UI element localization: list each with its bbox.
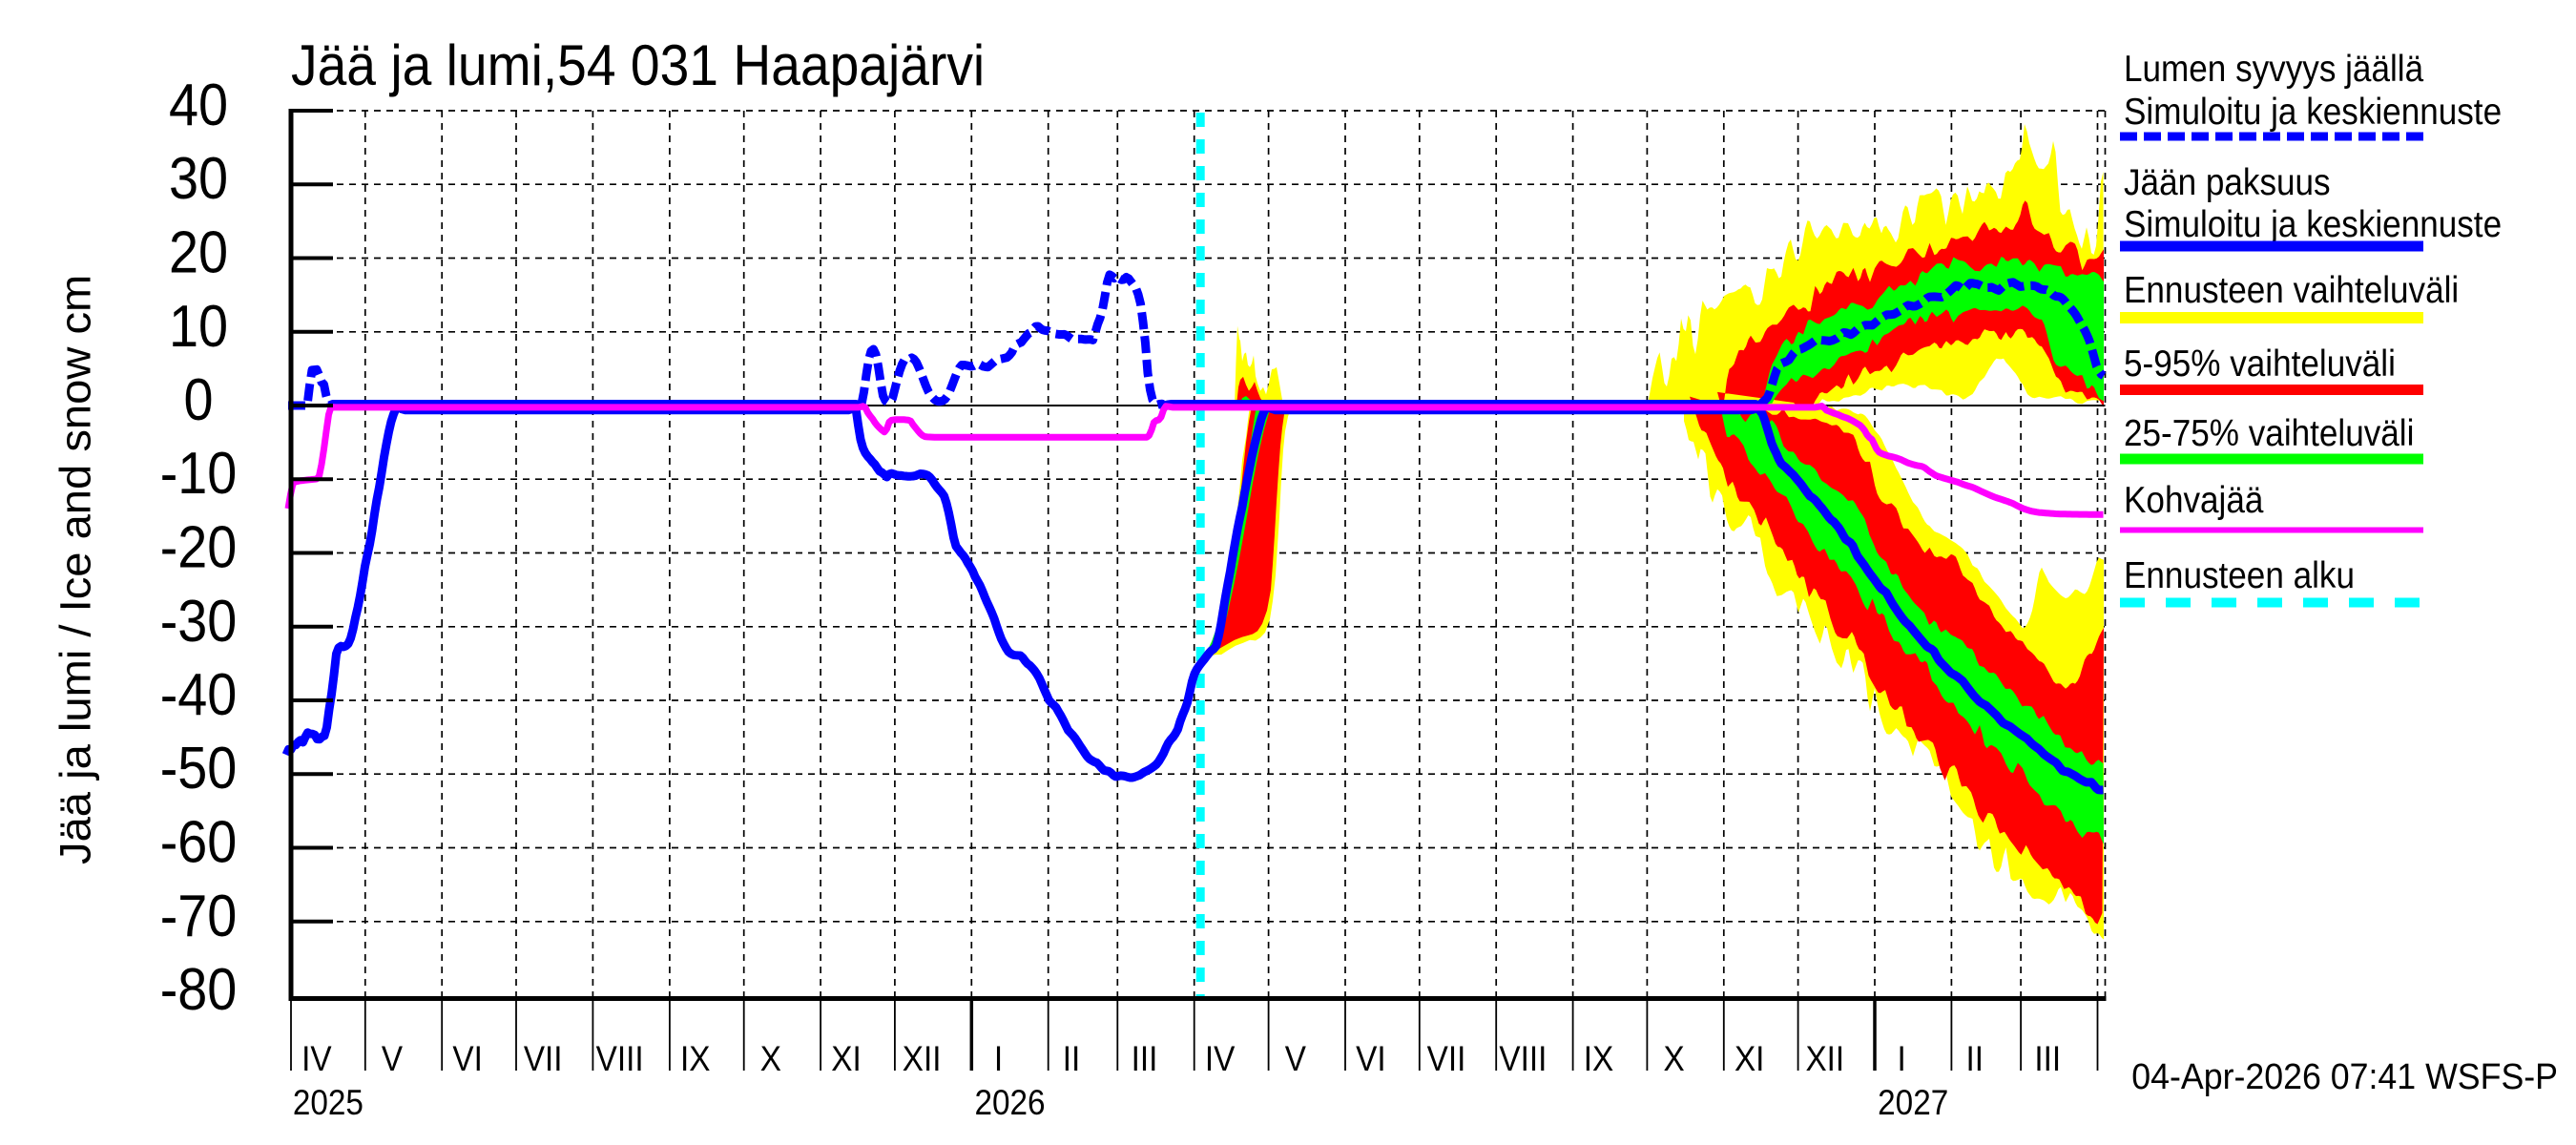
svg-text:04-Apr-2026 07:41 WSFS-P: 04-Apr-2026 07:41 WSFS-P bbox=[2131, 1057, 2558, 1097]
svg-text:XI: XI bbox=[831, 1039, 862, 1078]
svg-text:Ennusteen vaihteluväli: Ennusteen vaihteluväli bbox=[2124, 270, 2459, 311]
svg-text:-30: -30 bbox=[160, 589, 238, 655]
svg-text:X: X bbox=[760, 1039, 781, 1078]
svg-text:Jää ja lumi,54 031 Haapajärvi: Jää ja lumi,54 031 Haapajärvi bbox=[291, 33, 985, 97]
svg-text:-20: -20 bbox=[160, 515, 238, 581]
svg-text:IV: IV bbox=[1205, 1039, 1236, 1078]
svg-text:30: 30 bbox=[169, 146, 228, 212]
svg-text:20: 20 bbox=[169, 220, 228, 286]
svg-text:X: X bbox=[1664, 1039, 1685, 1078]
svg-text:XI: XI bbox=[1735, 1039, 1765, 1078]
svg-text:Kohvajää: Kohvajää bbox=[2124, 480, 2264, 521]
svg-text:XII: XII bbox=[1805, 1039, 1844, 1078]
svg-text:25-75% vaihteluväli: 25-75% vaihteluväli bbox=[2124, 413, 2414, 454]
svg-text:IX: IX bbox=[680, 1039, 711, 1078]
svg-text:Lumen syvyys jäällä: Lumen syvyys jäällä bbox=[2124, 49, 2423, 90]
svg-text:-70: -70 bbox=[160, 884, 238, 949]
svg-text:II: II bbox=[1063, 1039, 1081, 1078]
svg-text:VIII: VIII bbox=[596, 1039, 644, 1078]
svg-text:-80: -80 bbox=[160, 957, 238, 1023]
svg-text:VI: VI bbox=[452, 1039, 483, 1078]
svg-text:VIII: VIII bbox=[1499, 1039, 1547, 1078]
svg-text:Simuloitu ja keskiennuste: Simuloitu ja keskiennuste bbox=[2124, 92, 2502, 133]
svg-text:I: I bbox=[1898, 1039, 1906, 1078]
svg-text:5-95% vaihteluväli: 5-95% vaihteluväli bbox=[2124, 344, 2396, 385]
svg-text:VII: VII bbox=[524, 1039, 563, 1078]
svg-text:-50: -50 bbox=[160, 736, 238, 802]
svg-text:-60: -60 bbox=[160, 810, 238, 876]
svg-text:III: III bbox=[1132, 1039, 1158, 1078]
svg-text:V: V bbox=[382, 1039, 403, 1078]
svg-text:VII: VII bbox=[1427, 1039, 1466, 1078]
svg-text:Simuloitu ja keskiennuste: Simuloitu ja keskiennuste bbox=[2124, 204, 2502, 245]
svg-text:IV: IV bbox=[301, 1039, 332, 1078]
svg-text:-10: -10 bbox=[160, 441, 238, 507]
svg-text:-40: -40 bbox=[160, 662, 238, 728]
svg-text:10: 10 bbox=[169, 294, 228, 360]
svg-text:2025: 2025 bbox=[293, 1083, 364, 1122]
svg-text:Jää ja lumi / Ice and snow: Jää ja lumi / Ice and snow cm bbox=[52, 275, 100, 864]
svg-text:40: 40 bbox=[169, 73, 228, 138]
svg-text:IX: IX bbox=[1584, 1039, 1614, 1078]
svg-text:VI: VI bbox=[1356, 1039, 1386, 1078]
svg-text:2026: 2026 bbox=[974, 1083, 1045, 1122]
svg-text:III: III bbox=[2034, 1039, 2061, 1078]
svg-text:Jään paksuus: Jään paksuus bbox=[2124, 162, 2331, 203]
svg-text:0: 0 bbox=[184, 367, 214, 433]
svg-text:V: V bbox=[1285, 1039, 1306, 1078]
svg-text:XII: XII bbox=[903, 1039, 942, 1078]
svg-text:II: II bbox=[1966, 1039, 1984, 1078]
svg-text:2027: 2027 bbox=[1878, 1083, 1948, 1122]
svg-text:I: I bbox=[994, 1039, 1003, 1078]
svg-text:Ennusteen alku: Ennusteen alku bbox=[2124, 555, 2355, 596]
